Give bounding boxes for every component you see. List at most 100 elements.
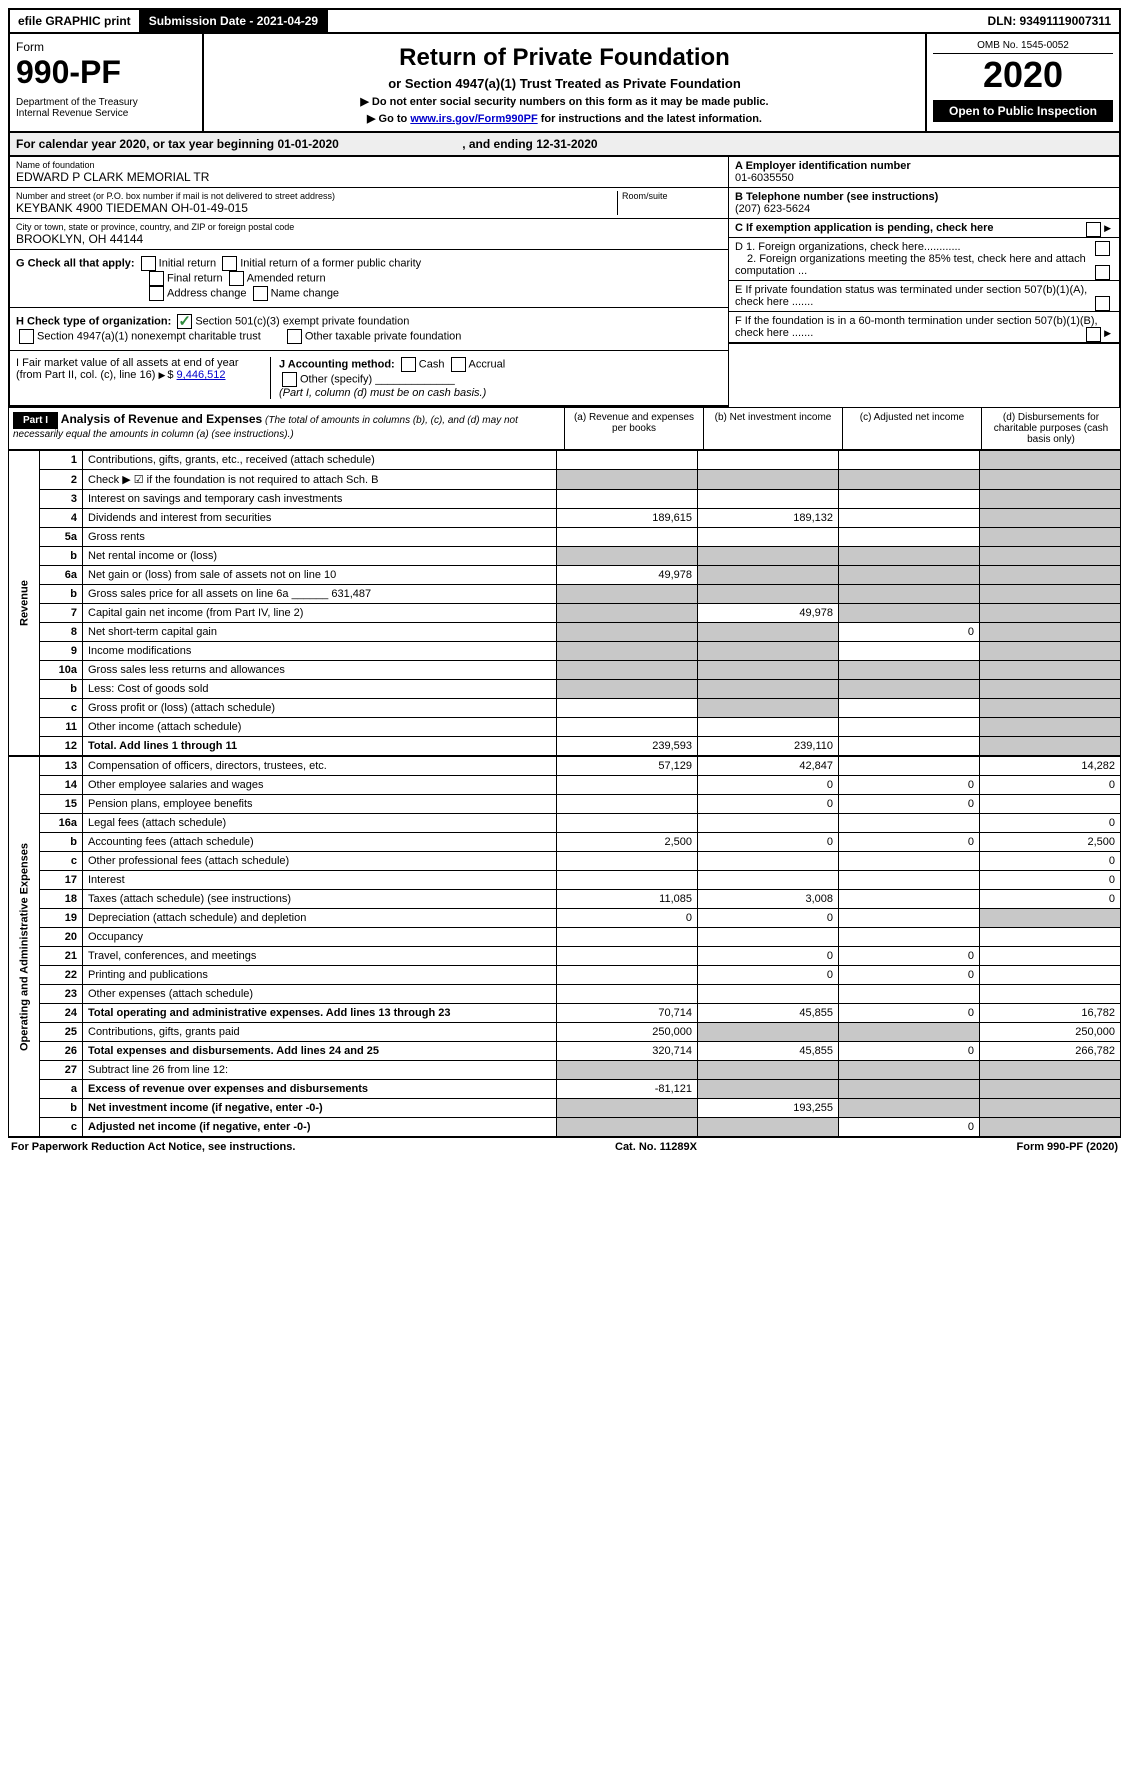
cb-501c3[interactable] (177, 314, 192, 329)
cb-f[interactable] (1086, 327, 1101, 342)
cb-name[interactable] (253, 286, 268, 301)
cb-d2[interactable] (1095, 265, 1110, 280)
row-number: 26 (40, 1042, 83, 1061)
row-number: 14 (40, 776, 83, 795)
cell-c: 0 (839, 833, 980, 852)
d2-label: 2. Foreign organizations meeting the 85%… (735, 253, 1086, 277)
table-row: 15Pension plans, employee benefits00 (9, 795, 1121, 814)
cell-c (839, 661, 980, 680)
ein-label: A Employer identification number (735, 160, 911, 172)
cell-c (839, 566, 980, 585)
cb-cash[interactable] (401, 357, 416, 372)
cell-c (839, 470, 980, 490)
table-row: 23Other expenses (attach schedule) (9, 985, 1121, 1004)
opt-name: Name change (271, 287, 340, 299)
cell-c (839, 1099, 980, 1118)
cell-c: 0 (839, 1042, 980, 1061)
table-row: 19Depreciation (attach schedule) and dep… (9, 909, 1121, 928)
cell-d (980, 1061, 1121, 1080)
ein-cell: A Employer identification number 01-6035… (729, 157, 1119, 188)
cell-b (698, 814, 839, 833)
header-center: Return of Private Foundation or Section … (204, 34, 925, 131)
cb-c[interactable] (1086, 222, 1101, 237)
row-number: 19 (40, 909, 83, 928)
cell-d: 266,782 (980, 1042, 1121, 1061)
row-label: Net gain or (loss) from sale of assets n… (83, 566, 557, 585)
cell-b (698, 585, 839, 604)
cell-d (980, 1118, 1121, 1137)
row-label: Net short-term capital gain (83, 623, 557, 642)
cell-a (557, 814, 698, 833)
name-label: Name of foundation (16, 160, 722, 170)
cell-c (839, 985, 980, 1004)
cell-c: 0 (839, 623, 980, 642)
cb-other-method[interactable] (282, 372, 297, 387)
cb-accrual[interactable] (451, 357, 466, 372)
opt-amended: Amended return (247, 272, 326, 284)
cell-b: 0 (698, 966, 839, 985)
cal-pre: For calendar year 2020, or tax year begi… (16, 137, 277, 151)
cell-b (698, 490, 839, 509)
header-right: OMB No. 1545-0052 2020 Open to Public In… (925, 34, 1119, 131)
table-row: 21Travel, conferences, and meetings00 (9, 947, 1121, 966)
opt-final: Final return (167, 272, 223, 284)
table-row: 25Contributions, gifts, grants paid250,0… (9, 1023, 1121, 1042)
cb-d1[interactable] (1095, 241, 1110, 256)
cb-initial[interactable] (141, 256, 156, 271)
cb-e[interactable] (1095, 296, 1110, 311)
cell-a (557, 985, 698, 1004)
cb-final[interactable] (149, 271, 164, 286)
cb-4947[interactable] (19, 329, 34, 344)
cb-other-tax[interactable] (287, 329, 302, 344)
cell-a: 2,500 (557, 833, 698, 852)
cell-a: 70,714 (557, 1004, 698, 1023)
form-number: 990-PF (16, 54, 196, 91)
cell-b: 49,978 (698, 604, 839, 623)
cell-b (698, 699, 839, 718)
table-row: cGross profit or (loss) (attach schedule… (9, 699, 1121, 718)
table-row: 14Other employee salaries and wages000 (9, 776, 1121, 795)
cb-initial-former[interactable] (222, 256, 237, 271)
footer-mid: Cat. No. 11289X (615, 1141, 697, 1153)
cell-d (980, 604, 1121, 623)
row-label: Dividends and interest from securities (83, 509, 557, 528)
cell-a (557, 852, 698, 871)
row-label: Other employee salaries and wages (83, 776, 557, 795)
row-number: b (40, 585, 83, 604)
cell-c (839, 852, 980, 871)
row-label: Interest on savings and temporary cash i… (83, 490, 557, 509)
cell-c: 0 (839, 947, 980, 966)
phone-cell: B Telephone number (see instructions) (2… (729, 188, 1119, 219)
cb-address[interactable] (149, 286, 164, 301)
i-value[interactable]: 9,446,512 (177, 369, 226, 381)
section-ij: I Fair market value of all assets at end… (10, 351, 728, 407)
row-label: Excess of revenue over expenses and disb… (83, 1080, 557, 1099)
cell-b: 239,110 (698, 737, 839, 756)
c-label: C If exemption application is pending, c… (735, 222, 994, 234)
form-subtitle: or Section 4947(a)(1) Trust Treated as P… (210, 76, 919, 91)
row-number: c (40, 699, 83, 718)
table-row: 9Income modifications (9, 642, 1121, 661)
row-label: Legal fees (attach schedule) (83, 814, 557, 833)
row-label: Interest (83, 871, 557, 890)
row-label: Income modifications (83, 642, 557, 661)
j-note: (Part I, column (d) must be on cash basi… (279, 387, 486, 399)
cell-b (698, 1118, 839, 1137)
table-row: 20Occupancy (9, 928, 1121, 947)
section-label: Operating and Administrative Expenses (9, 757, 40, 1137)
row-label: Pension plans, employee benefits (83, 795, 557, 814)
cell-c: 0 (839, 966, 980, 985)
cell-a: 0 (557, 909, 698, 928)
cell-c (839, 451, 980, 470)
cell-d (980, 623, 1121, 642)
revenue-table: Revenue1Contributions, gifts, grants, et… (8, 450, 1121, 756)
cell-b (698, 642, 839, 661)
cell-b: 0 (698, 909, 839, 928)
cell-b (698, 718, 839, 737)
irs-link[interactable]: www.irs.gov/Form990PF (410, 113, 537, 125)
row-number: 10a (40, 661, 83, 680)
irs-label: Internal Revenue Service (16, 108, 196, 119)
cell-c (839, 528, 980, 547)
cb-amended[interactable] (229, 271, 244, 286)
cell-b (698, 623, 839, 642)
